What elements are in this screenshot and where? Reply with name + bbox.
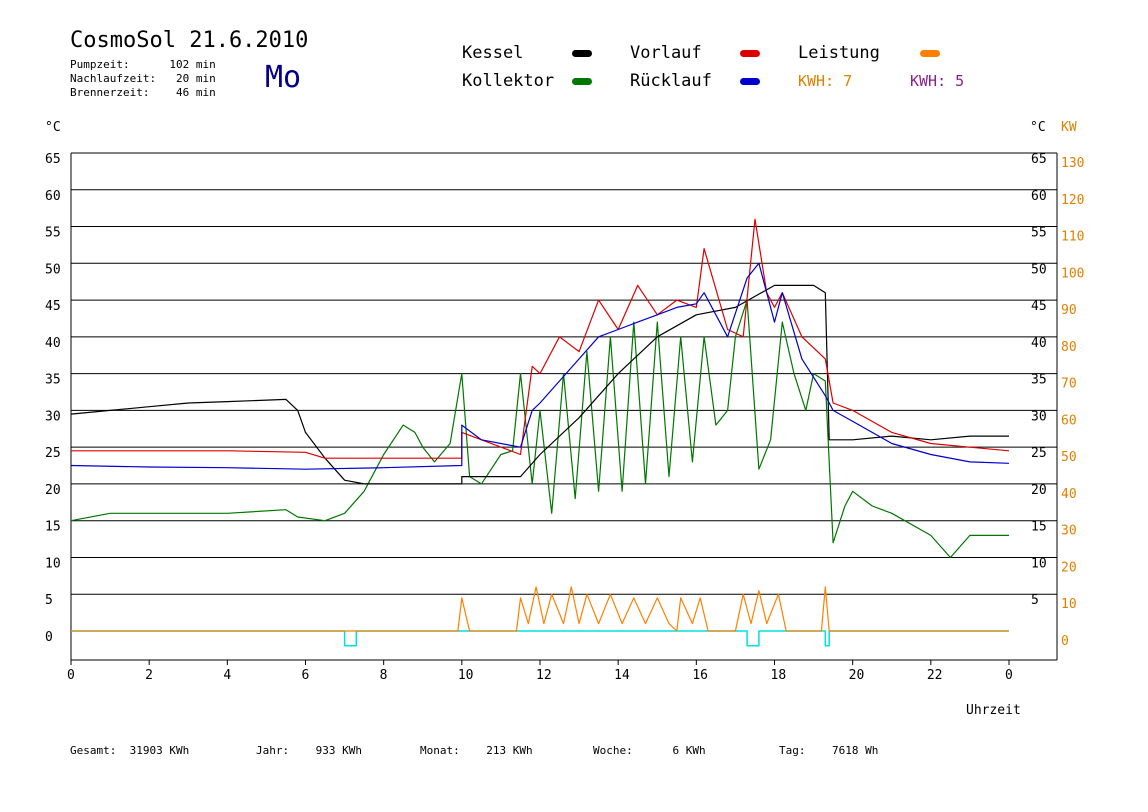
x-tick-label: 20 (849, 668, 865, 683)
legend-kollektor-swatch (572, 78, 592, 85)
x-tick-label: 18 (771, 668, 787, 683)
y-tick-left-label: 60 (45, 189, 61, 204)
legend-kessel-label: Kessel (462, 43, 524, 63)
y-tick-right-c-label: 50 (1031, 262, 1047, 277)
y-tick-left-label: 10 (45, 556, 61, 571)
x-tick-label: 0 (1005, 668, 1013, 683)
x-tick-label: 4 (223, 668, 231, 683)
y-tick-left-label: 40 (45, 336, 61, 351)
y-tick-left-label: 20 (45, 483, 61, 498)
x-tick-label: 2 (145, 668, 153, 683)
y-tick-right-c-label: 35 (1031, 373, 1047, 388)
y-tick-right-kw-label: 50 (1061, 450, 1077, 465)
y-tick-right-kw-label: 10 (1061, 597, 1077, 612)
legend-vorlauf-label: Vorlauf (630, 43, 702, 63)
y-tick-right-kw-label: 90 (1061, 303, 1077, 318)
y-tick-left-label: 55 (45, 226, 61, 241)
y-tick-right-c-label: 25 (1031, 446, 1047, 461)
y-axis-right-c-unit: °C (1030, 120, 1046, 135)
y-tick-right-c-label: 15 (1031, 520, 1047, 535)
y-tick-right-c-label: 10 (1031, 556, 1047, 571)
series-vorlauf-line (71, 218, 1010, 459)
legend-leistung-swatch (920, 50, 940, 57)
y-axis-right-kw-unit: KW (1061, 120, 1077, 135)
x-tick-label: 8 (380, 668, 388, 683)
x-tick-label: 12 (536, 668, 552, 683)
series-leistung-line (71, 586, 1009, 632)
series-kollektor-line (70, 299, 1009, 559)
x-tick-label: 6 (302, 668, 310, 683)
y-tick-left-label: 30 (45, 409, 61, 424)
y-tick-left-label: 0 (45, 630, 53, 645)
y-tick-right-kw-label: 40 (1061, 487, 1077, 502)
x-tick-label: 16 (692, 668, 708, 683)
y-tick-right-kw-label: 30 (1061, 524, 1077, 539)
legend-kessel-swatch (572, 50, 592, 57)
y-tick-right-c-label: 5 (1031, 593, 1039, 608)
chart-axes: °C °C KW Uhrzeit 05101520253035404550556… (45, 120, 1084, 718)
y-tick-right-c-label: 40 (1031, 336, 1047, 351)
y-tick-left-label: 45 (45, 299, 61, 314)
legend-ruecklauf-label: Rücklauf (630, 71, 712, 91)
y-tick-right-c-label: 45 (1031, 299, 1047, 314)
y-tick-right-kw-label: 20 (1061, 560, 1077, 575)
y-tick-right-c-label: 55 (1031, 226, 1047, 241)
y-tick-right-kw-label: 130 (1061, 156, 1084, 171)
footer-monat: Monat: 213 KWh (420, 744, 533, 757)
footer-tag: Tag: 7618 Wh (779, 744, 879, 757)
y-tick-right-kw-label: 110 (1061, 230, 1084, 245)
y-tick-left-label: 25 (45, 446, 61, 461)
series-pumpe-line (71, 630, 1009, 647)
legend-kollektor-label: Kollektor (462, 71, 555, 91)
y-tick-right-c-label: 65 (1031, 152, 1047, 167)
chart-series (70, 218, 1010, 647)
y-tick-left-label: 50 (45, 262, 61, 277)
brennerzeit-text: Brennerzeit: 46 min (70, 86, 216, 99)
chart-grid (70, 152, 1058, 661)
y-axis-left-unit: °C (45, 120, 61, 135)
x-tick-label: 10 (458, 668, 474, 683)
nachlaufzeit-text: Nachlaufzeit: 20 min (70, 72, 216, 85)
chart-title: CosmoSol 21.6.2010 (70, 28, 309, 53)
y-tick-right-kw-label: 100 (1061, 266, 1084, 281)
footer-jahr: Jahr: 933 KWh (256, 744, 362, 757)
x-tick-label: 22 (927, 668, 943, 683)
kwh-value-b: KWH: 5 (910, 72, 965, 90)
series-kessel-line (70, 284, 1009, 485)
legend-vorlauf-swatch (740, 50, 760, 57)
legend-leistung-label: Leistung (798, 43, 880, 63)
footer-woche: Woche: 6 KWh (593, 744, 706, 757)
y-tick-left-label: 15 (45, 520, 61, 535)
series-ruecklauf-line (70, 262, 1010, 470)
y-tick-right-kw-label: 70 (1061, 377, 1077, 392)
kwh-value-a: KWH: 7 (798, 72, 853, 90)
y-tick-left-label: 5 (45, 593, 53, 608)
y-tick-right-kw-label: 120 (1061, 193, 1084, 208)
x-tick-label: 0 (67, 668, 75, 683)
x-axis-label: Uhrzeit (966, 703, 1021, 718)
y-tick-left-label: 35 (45, 373, 61, 388)
legend-ruecklauf-swatch (740, 78, 760, 85)
y-tick-right-c-label: 60 (1031, 189, 1047, 204)
y-tick-right-kw-label: 0 (1061, 634, 1069, 649)
y-tick-right-c-label: 20 (1031, 483, 1047, 498)
y-tick-right-kw-label: 60 (1061, 413, 1077, 428)
pumpzeit-text: Pumpzeit: 102 min (70, 58, 216, 71)
footer-gesamt: Gesamt: 31903 KWh (70, 744, 190, 757)
weekday-label: Mo (265, 60, 302, 95)
y-tick-left-label: 65 (45, 152, 61, 167)
y-tick-right-kw-label: 80 (1061, 340, 1077, 355)
y-tick-right-c-label: 30 (1031, 409, 1047, 424)
x-tick-label: 14 (614, 668, 630, 683)
